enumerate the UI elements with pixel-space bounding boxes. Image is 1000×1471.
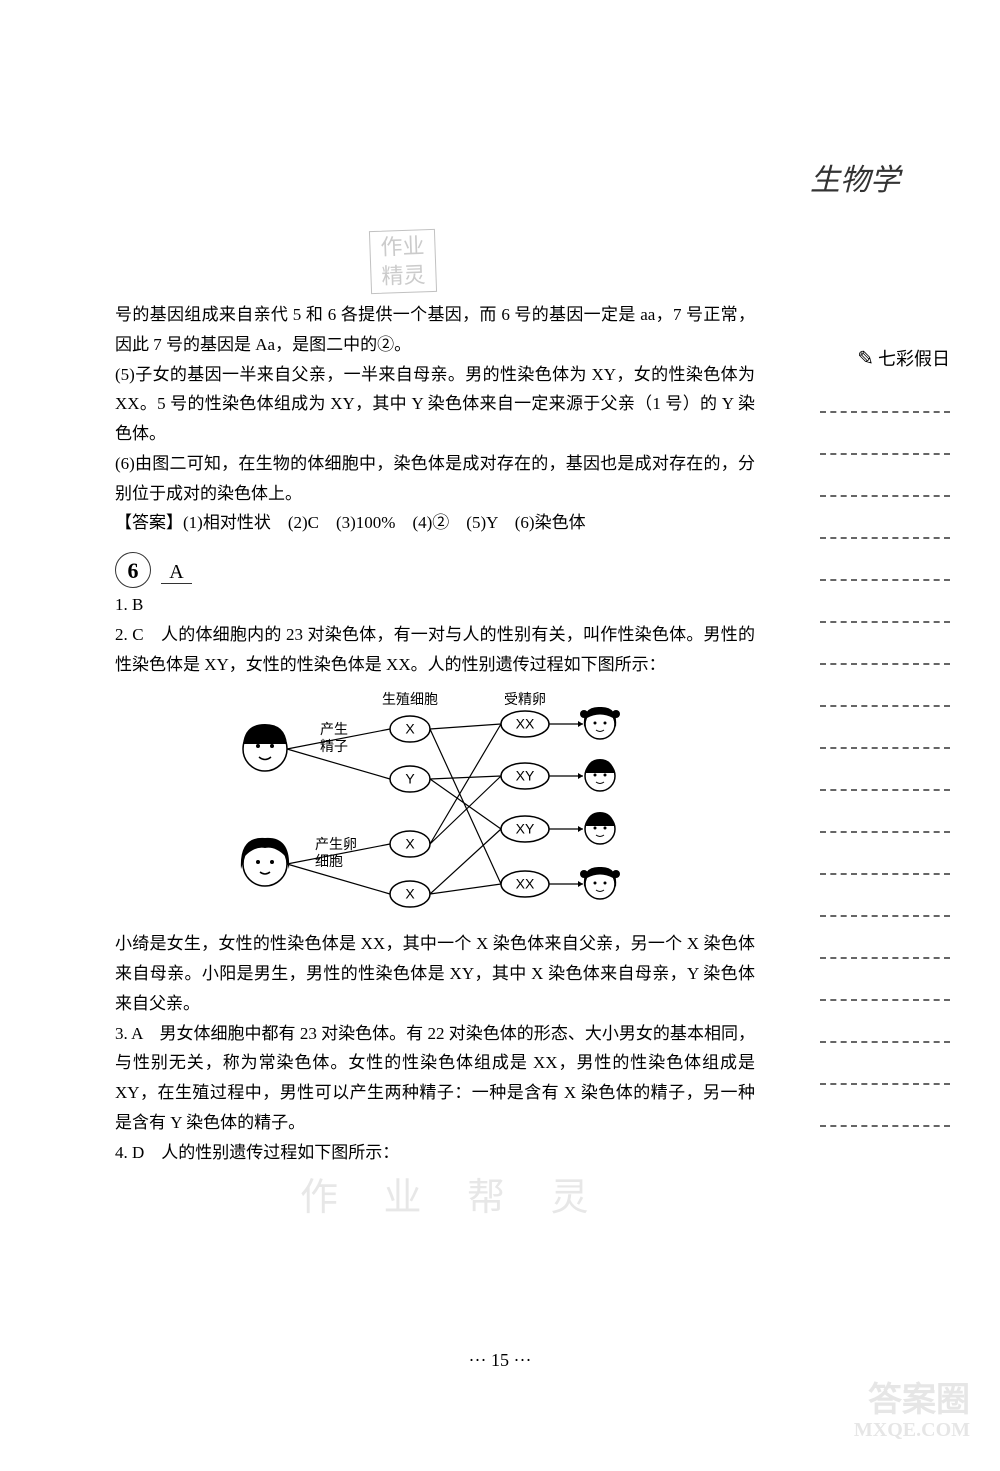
paragraph: (5)子女的基因一半来自父亲，一半来自母亲。男的性染色体为 XY，女的性染色体为… xyxy=(115,360,755,449)
paragraph: 号的基因组成来自亲代 5 和 6 各提供一个基因，而 6 号的基因一定是 aa，… xyxy=(115,300,755,360)
pen-icon: ✎ xyxy=(857,346,874,371)
svg-text:XY: XY xyxy=(516,821,535,837)
svg-text:X: X xyxy=(405,886,415,902)
watermark-line1: 作业 xyxy=(380,232,425,262)
svg-text:X: X xyxy=(405,836,415,852)
corner-line1: 答案圈 xyxy=(854,1382,970,1419)
answer-line: 【答案】(1)相对性状 (2)C (3)100% (4)② (5)Y (6)染色… xyxy=(115,508,755,538)
watermark-top: 作业 精灵 xyxy=(369,229,437,294)
female-label1: 产生卵 xyxy=(315,837,357,853)
watermark-bottom: 作 业 帮 灵 xyxy=(300,1166,607,1221)
father-icon xyxy=(243,724,287,771)
question-4: 4. D 人的性别遗传过程如下图所示： xyxy=(115,1138,755,1168)
question-1: 1. B xyxy=(115,590,755,620)
inheritance-diagram: 生殖细胞 受精卵 产生 精子 产生卵 细胞 XYXX xyxy=(115,689,755,919)
question-2b: 小绮是女生，女性的性染色体是 XX，其中一个 X 染色体来自父亲，另一个 X 染… xyxy=(115,929,755,1018)
mother-icon xyxy=(241,838,289,886)
svg-text:XX: XX xyxy=(516,876,535,892)
main-content: 号的基因组成来自亲代 5 和 6 各提供一个基因，而 6 号的基因一定是 aa，… xyxy=(115,300,755,1167)
sidebar: ✎七彩假日 xyxy=(820,345,950,1167)
section-number: 6 xyxy=(115,552,151,588)
male-label1: 产生 xyxy=(320,722,348,738)
svg-text:XY: XY xyxy=(516,768,535,784)
question-3: 3. A 男女体细胞中都有 23 对染色体。有 22 对染色体的形态、大小男女的… xyxy=(115,1019,755,1138)
corner-watermark: 答案圈 MXQE.COM xyxy=(854,1382,970,1441)
diagram-header-zygote: 受精卵 xyxy=(504,692,546,708)
sidebar-label: ✎七彩假日 xyxy=(820,345,950,371)
section-header: 6 A xyxy=(115,544,755,590)
section-letter: A xyxy=(161,561,191,584)
question-2: 2. C 人的体细胞内的 23 对染色体，有一对与人的性别有关，叫作性染色体。男… xyxy=(115,620,755,680)
diagram-header-gamete: 生殖细胞 xyxy=(382,691,438,708)
watermark-line2: 精灵 xyxy=(381,261,426,291)
svg-text:X: X xyxy=(405,721,415,737)
sidebar-lines xyxy=(820,411,950,1127)
subject-title: 生物学 xyxy=(810,155,900,199)
svg-text:Y: Y xyxy=(405,771,415,787)
page-number: ··· 15 ··· xyxy=(0,1350,1000,1371)
svg-text:XX: XX xyxy=(516,716,535,732)
paragraph: (6)由图二可知，在生物的体细胞中，染色体是成对存在的，基因也是成对存在的，分别… xyxy=(115,449,755,509)
sidebar-text: 七彩假日 xyxy=(878,349,950,369)
corner-line2: MXQE.COM xyxy=(854,1419,970,1441)
